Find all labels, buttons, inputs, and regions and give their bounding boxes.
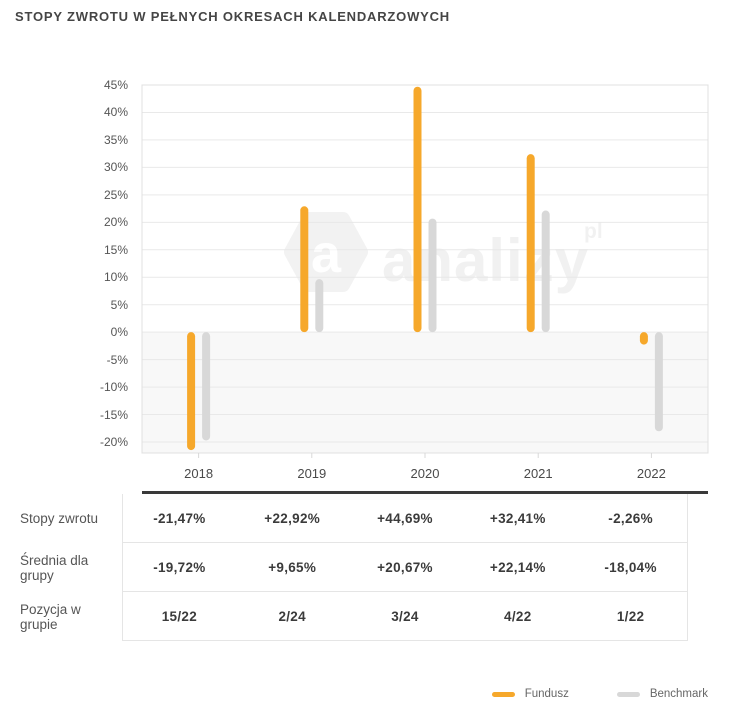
y-tick-label: -20% bbox=[99, 435, 128, 449]
table-cell: 2/24 bbox=[278, 608, 306, 624]
bar-benchmark-2020[interactable] bbox=[428, 218, 437, 333]
x-tick-label-2018: 2018 bbox=[184, 466, 214, 481]
table-row-label: Pozycja w grupie bbox=[20, 601, 81, 632]
y-tick-label: 45% bbox=[103, 78, 128, 92]
bar-fundusz-2022[interactable] bbox=[639, 332, 648, 345]
table-cell: +20,67% bbox=[377, 559, 433, 575]
table-row-label: Stopy zwrotu bbox=[20, 511, 99, 526]
watermark-suffix: pl bbox=[584, 220, 603, 243]
table-cell: 15/22 bbox=[161, 608, 198, 624]
table-top-border bbox=[142, 491, 708, 494]
returns-table: Stopy zwrotu -21,47% +22,92% +44,69% +32,41%… bbox=[0, 494, 708, 641]
legend-item-fundusz[interactable]: Fundusz bbox=[491, 688, 569, 700]
bar-benchmark-2019[interactable] bbox=[315, 279, 324, 333]
table-cell: -18,04% bbox=[604, 559, 657, 575]
y-tick-label: 15% bbox=[103, 242, 128, 257]
table-cell: 4/22 bbox=[504, 608, 532, 624]
y-tick-label: 10% bbox=[103, 270, 128, 285]
bar-fundusz-2021[interactable] bbox=[526, 154, 535, 333]
legend-item-benchmark[interactable]: Benchmark bbox=[616, 688, 708, 700]
chart-frame bbox=[141, 84, 709, 458]
table-cell: -2,26% bbox=[608, 510, 653, 526]
bar-fundusz-2019[interactable] bbox=[300, 206, 309, 333]
bar-fundusz-2020[interactable] bbox=[413, 86, 422, 333]
bar-benchmark-2021[interactable] bbox=[541, 210, 550, 333]
watermark-logo-letter: a bbox=[311, 224, 342, 284]
y-tick-label: 30% bbox=[103, 160, 128, 175]
y-tick-label: 25% bbox=[103, 187, 128, 202]
table-row: Pozycja w grupie 15/22 2/24 3/24 4/22 1/22 bbox=[0, 592, 708, 641]
table-cell: +44,69% bbox=[377, 510, 433, 526]
negative-region bbox=[142, 332, 708, 453]
table-row-values: 15/22 2/24 3/24 4/22 1/22 bbox=[122, 592, 688, 641]
legend-swatch-icon bbox=[616, 691, 640, 697]
x-tick-label-2019: 2019 bbox=[297, 466, 327, 481]
table-row-values: -21,47% +22,92% +44,69% +32,41% -2,26% bbox=[122, 494, 688, 543]
table-cell: -21,47% bbox=[153, 510, 206, 526]
legend-label: Fundusz bbox=[524, 688, 569, 700]
y-tick-label: 20% bbox=[103, 215, 128, 230]
y-tick-label: -10% bbox=[99, 380, 128, 395]
y-tick-label: -5% bbox=[106, 352, 128, 367]
table-cell: +22,92% bbox=[264, 510, 321, 526]
table-row-values: -19,72% +9,65% +20,67% +22,14% -18,04% bbox=[122, 543, 688, 592]
table-cell: +9,65% bbox=[268, 559, 317, 575]
table-cell: 1/22 bbox=[616, 608, 645, 624]
bar-fundusz-2018[interactable] bbox=[187, 332, 196, 451]
chart-bars bbox=[187, 86, 663, 451]
table-cell: -19,72% bbox=[153, 559, 206, 575]
table-row-label: Średnia dla grupy bbox=[20, 552, 89, 583]
x-tick-label-2022: 2022 bbox=[636, 466, 666, 481]
bar-benchmark-2022[interactable] bbox=[654, 332, 663, 432]
x-tick-label-2021: 2021 bbox=[523, 466, 553, 481]
table-cell: +32,41% bbox=[489, 510, 546, 526]
legend-label: Benchmark bbox=[649, 688, 708, 700]
y-tick-label: 5% bbox=[110, 297, 128, 312]
watermark: a analizy pl bbox=[284, 212, 603, 294]
x-tick-label-2020: 2020 bbox=[410, 466, 440, 481]
y-tick-label: -15% bbox=[99, 407, 128, 422]
table-row: Średnia dla grupy -19,72% +9,65% +20,67% +22… bbox=[0, 543, 708, 592]
y-tick-label: 0% bbox=[110, 325, 128, 340]
watermark-hexagon-icon bbox=[284, 212, 368, 292]
y-tick-label: 40% bbox=[103, 105, 128, 120]
table-row: Stopy zwrotu -21,47% +22,92% +44,69% +32,41%… bbox=[0, 494, 708, 543]
table-cell: 3/24 bbox=[391, 608, 419, 624]
watermark-text: analizy bbox=[382, 227, 589, 294]
bar-benchmark-2018[interactable] bbox=[202, 332, 211, 441]
legend-swatch-icon bbox=[491, 691, 515, 697]
y-tick-label: 35% bbox=[103, 132, 128, 147]
page-title: STOPY ZWROTU W PEŁNYCH OKRESACH KALENDAR… bbox=[15, 9, 450, 24]
table-cell: +22,14% bbox=[489, 559, 546, 575]
chart-legend: Fundusz Benchmark bbox=[491, 688, 708, 700]
